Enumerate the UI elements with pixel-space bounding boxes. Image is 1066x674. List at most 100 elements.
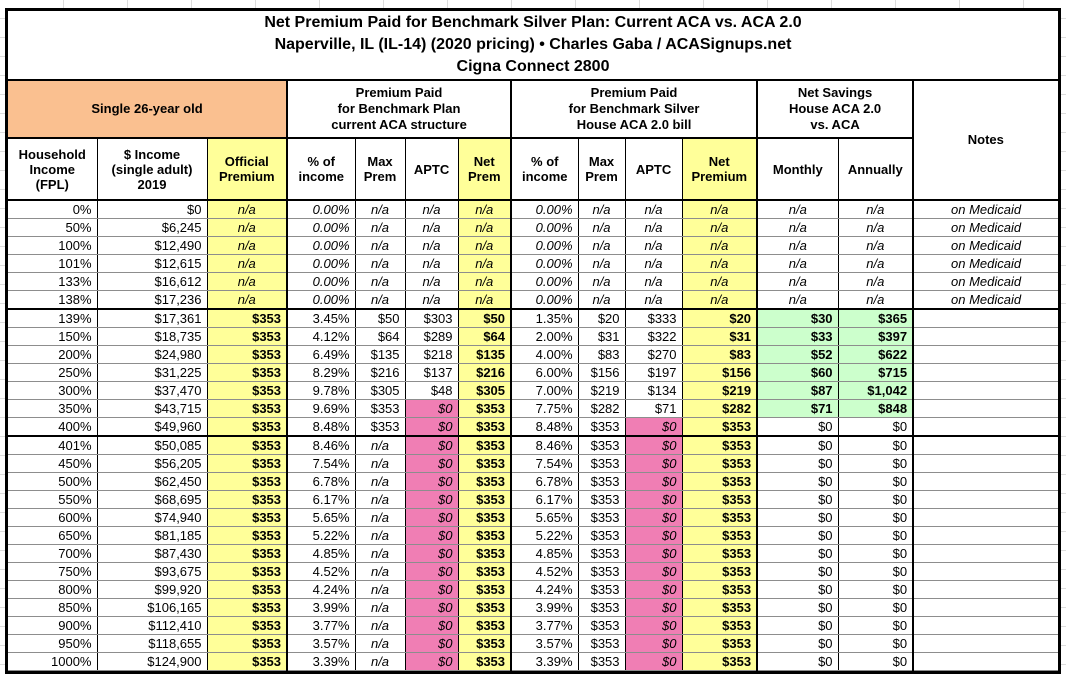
cell-aca-aptc: $218 xyxy=(405,345,459,364)
cell-aca2-pct-income: 8.48% xyxy=(511,417,579,437)
cell-aca-pct-income: 6.49% xyxy=(287,345,356,364)
cell-aca2-aptc: $270 xyxy=(625,345,683,364)
cell-aca-pct-income: 0.00% xyxy=(287,200,356,219)
cell-notes xyxy=(913,345,1059,364)
cell-savings-annually: $848 xyxy=(838,399,915,418)
cell-aca-max-prem: n/a xyxy=(355,508,406,527)
cell-aca2-net-premium: $282 xyxy=(682,399,759,418)
cell-official-premium: n/a xyxy=(207,218,289,237)
cell-aca-aptc: $0 xyxy=(405,652,459,671)
cell-aca-aptc: n/a xyxy=(405,272,459,291)
cell-official-premium: $353 xyxy=(207,562,289,581)
cell-aca2-aptc: $0 xyxy=(625,454,683,473)
cell-savings-monthly: $33 xyxy=(757,327,839,346)
cell-aca2-aptc: $134 xyxy=(625,381,683,400)
cell-official-premium: n/a xyxy=(207,254,289,273)
cell-aca-max-prem: n/a xyxy=(355,272,406,291)
cell-savings-monthly: $87 xyxy=(757,381,839,400)
cell-income: $99,920 xyxy=(97,580,208,599)
cell-aca-net-prem: $353 xyxy=(458,544,513,563)
table-row: 150% $18,735 $353 4.12% $64 $289 $64 2.00% $31 $3… xyxy=(8,327,1059,346)
cell-aca-net-prem: $64 xyxy=(458,327,513,346)
cell-income: $62,450 xyxy=(97,472,208,491)
column-header-savings-monthly: Monthly xyxy=(757,138,839,201)
cell-aca2-aptc: n/a xyxy=(625,236,683,255)
cell-aca-net-prem: $353 xyxy=(458,598,513,617)
cell-aca2-net-premium: $353 xyxy=(682,490,759,509)
cell-income: $16,612 xyxy=(97,272,208,291)
cell-aca2-net-premium: $353 xyxy=(682,417,759,437)
cell-aca-net-prem: $353 xyxy=(458,472,513,491)
cell-aca-aptc: $0 xyxy=(405,417,459,437)
cell-aca2-max-prem: n/a xyxy=(578,290,626,310)
cell-aca2-aptc: $71 xyxy=(625,399,683,418)
cell-fpl: 200% xyxy=(8,345,98,364)
cell-official-premium: $353 xyxy=(207,490,289,509)
cell-income: $17,361 xyxy=(97,309,208,328)
cell-aca-pct-income: 7.54% xyxy=(287,454,356,473)
cell-savings-monthly: $0 xyxy=(757,598,839,617)
cell-aca2-aptc: $0 xyxy=(625,436,683,455)
cell-notes xyxy=(913,381,1059,400)
cell-aca-max-prem: n/a xyxy=(355,490,406,509)
cell-aca2-pct-income: 7.00% xyxy=(511,381,579,400)
cell-aca2-max-prem: $353 xyxy=(578,562,626,581)
cell-aca2-net-premium: n/a xyxy=(682,218,759,237)
data-table: Single 26-year old Premium Paid for Benc… xyxy=(8,81,1059,671)
table-row: 133% $16,612 n/a 0.00% n/a n/a n/a 0.00% n/a n/a n… xyxy=(8,272,1059,291)
cell-aca-max-prem: n/a xyxy=(355,436,406,455)
cell-aca2-net-premium: $353 xyxy=(682,562,759,581)
column-header-aca-max-prem: Max Prem xyxy=(355,138,406,201)
cell-aca-net-prem: n/a xyxy=(458,254,513,273)
cell-savings-annually: $365 xyxy=(838,309,915,328)
cell-aca2-net-premium: $353 xyxy=(682,616,759,635)
cell-aca2-pct-income: 3.57% xyxy=(511,634,579,653)
cell-aca-net-prem: $353 xyxy=(458,454,513,473)
cell-savings-monthly: n/a xyxy=(757,200,839,219)
table-row: 300% $37,470 $353 9.78% $305 $48 $305 7.00% $219… xyxy=(8,381,1059,400)
cell-aca2-net-premium: $219 xyxy=(682,381,759,400)
cell-aca2-aptc: $0 xyxy=(625,472,683,491)
cell-aca2-max-prem: $353 xyxy=(578,526,626,545)
cell-official-premium: $353 xyxy=(207,616,289,635)
cell-fpl: 138% xyxy=(8,290,98,310)
cell-aca2-pct-income: 0.00% xyxy=(511,236,579,255)
cell-aca2-net-premium: $353 xyxy=(682,544,759,563)
cell-aca2-aptc: $0 xyxy=(625,634,683,653)
cell-aca2-net-premium: n/a xyxy=(682,200,759,219)
cell-official-premium: $353 xyxy=(207,399,289,418)
cell-aca2-pct-income: 4.85% xyxy=(511,544,579,563)
cell-aca2-pct-income: 2.00% xyxy=(511,327,579,346)
cell-aca2-pct-income: 4.52% xyxy=(511,562,579,581)
cell-aca-pct-income: 5.65% xyxy=(287,508,356,527)
cell-aca2-aptc: $0 xyxy=(625,417,683,437)
cell-official-premium: $353 xyxy=(207,345,289,364)
cell-notes xyxy=(913,616,1059,635)
cell-aca-max-prem: $135 xyxy=(355,345,406,364)
cell-income: $43,715 xyxy=(97,399,208,418)
cell-official-premium: n/a xyxy=(207,236,289,255)
cell-aca2-max-prem: $353 xyxy=(578,472,626,491)
cell-savings-annually: n/a xyxy=(838,200,915,219)
table-body: 0% $0 n/a 0.00% n/a n/a n/a 0.00% n/a n/a n/a n/a n/… xyxy=(8,200,1059,671)
table-row: 50% $6,245 n/a 0.00% n/a n/a n/a 0.00% n/a n/a n/a… xyxy=(8,218,1059,237)
cell-aca-net-prem: $135 xyxy=(458,345,513,364)
cell-fpl: 350% xyxy=(8,399,98,418)
cell-savings-annually: n/a xyxy=(838,272,915,291)
column-header-income: $ Income (single adult) 2019 xyxy=(97,138,208,201)
cell-aca-pct-income: 8.29% xyxy=(287,363,356,382)
cell-fpl: 750% xyxy=(8,562,98,581)
title-line-3: Cigna Connect 2800 xyxy=(456,58,610,75)
cell-aca2-pct-income: 7.75% xyxy=(511,399,579,418)
cell-savings-annually: $0 xyxy=(838,634,915,653)
column-header-fpl: Household Income (FPL) xyxy=(8,138,98,201)
cell-aca2-net-premium: $353 xyxy=(682,652,759,671)
cell-fpl: 500% xyxy=(8,472,98,491)
cell-notes xyxy=(913,327,1059,346)
cell-fpl: 700% xyxy=(8,544,98,563)
cell-aca-net-prem: $216 xyxy=(458,363,513,382)
group-header-row: Single 26-year old Premium Paid for Benc… xyxy=(8,81,1059,201)
cell-fpl: 0% xyxy=(8,200,98,219)
cell-aca-net-prem: $353 xyxy=(458,652,513,671)
cell-income: $87,430 xyxy=(97,544,208,563)
